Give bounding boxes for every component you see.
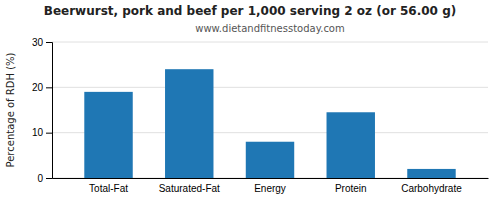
y-tick-label: 20	[32, 82, 44, 93]
x-tick: Carbohydrate	[401, 183, 462, 194]
x-tick-label: Carbohydrate	[401, 183, 462, 194]
x-axis-line	[53, 178, 489, 179]
y-tick: 10	[32, 127, 52, 138]
y-tick: 20	[32, 82, 52, 93]
title: Beerwurst, pork and beef per 1,000 servi…	[44, 4, 456, 18]
bars	[84, 69, 455, 178]
y-tick-mark	[46, 178, 52, 179]
y-tick-mark	[46, 87, 52, 88]
x-tick-label: Protein	[335, 183, 367, 194]
y-tick: 0	[37, 173, 52, 184]
x-tick: Total-Fat	[89, 183, 128, 194]
bar	[246, 142, 294, 178]
y-axis-title: Percentage of RDH (%)	[5, 52, 16, 167]
y-axis: 0 10 20 30	[32, 37, 53, 184]
y-tick-label: 10	[32, 127, 44, 138]
x-tick: Saturated-Fat	[159, 183, 220, 194]
chart: Beerwurst, pork and beef per 1,000 servi…	[0, 0, 500, 200]
x-axis: Total-Fat Saturated-Fat Energy Protein Carbo…	[53, 179, 489, 195]
grid-line	[52, 87, 488, 88]
x-tick: Energy	[254, 183, 286, 194]
grid-line	[52, 42, 488, 43]
bar	[84, 92, 132, 178]
bar	[165, 69, 213, 178]
y-tick-mark	[46, 133, 52, 134]
subtitle: www.dietandfitnesstoday.com	[195, 23, 344, 34]
plot: 0 10 20 30 Total-Fat Saturated-Fat Energy Prote…	[32, 37, 489, 194]
x-tick: Protein	[335, 183, 367, 194]
grid	[52, 42, 488, 178]
x-tick-label: Total-Fat	[89, 183, 128, 194]
x-tick-label: Energy	[254, 183, 286, 194]
y-tick-mark	[46, 42, 52, 43]
y-tick-label: 30	[32, 37, 44, 48]
y-axis-line	[46, 43, 53, 179]
bar	[327, 112, 375, 178]
y-tick-label: 0	[37, 173, 43, 184]
bar	[407, 169, 455, 178]
x-tick-label: Saturated-Fat	[159, 183, 220, 194]
y-tick: 30	[32, 37, 52, 48]
